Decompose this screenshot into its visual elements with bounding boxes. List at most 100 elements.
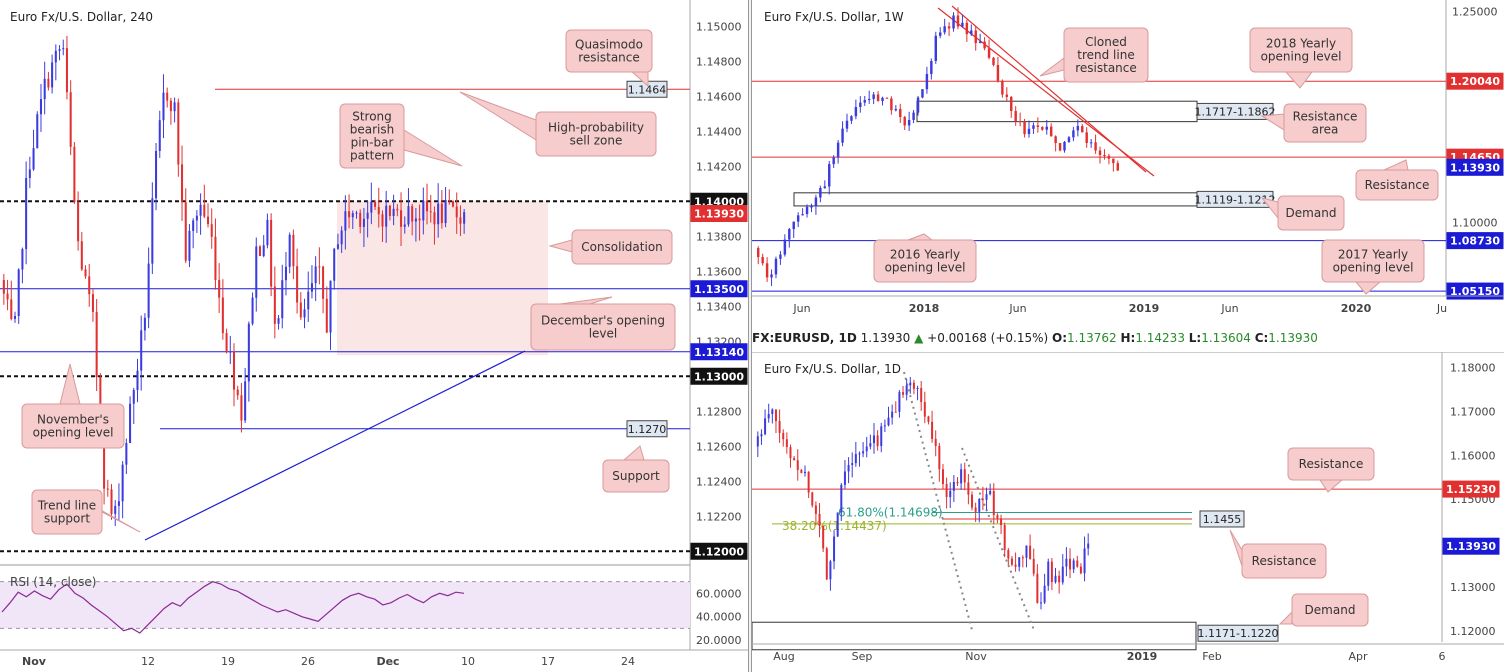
callout-cloned-trend-text: resistance	[1075, 61, 1137, 75]
price-axis-bg	[690, 0, 748, 672]
callout-2017-level-text: 2017 Yearly	[1338, 248, 1408, 262]
daily-candle	[1014, 564, 1017, 567]
x-tick-label: 17	[541, 655, 555, 668]
h4-candle	[188, 230, 191, 261]
x-tick-label: Dec	[376, 655, 399, 668]
h4-candle	[169, 100, 172, 112]
level-label-bg	[690, 367, 748, 385]
callout-demand-text: Demand	[1305, 603, 1356, 617]
weekly-candle	[863, 100, 866, 103]
callout-consolidation-text: Consolidation	[581, 240, 663, 254]
daily-candle	[902, 392, 905, 395]
h4-candle	[39, 99, 42, 115]
callout-2017-level-pointer	[1354, 281, 1382, 295]
callout-quasimodo-text: Quasimodo	[575, 38, 643, 52]
h4-candle	[155, 150, 158, 199]
h4-candle	[147, 263, 150, 318]
h4-candle	[281, 280, 284, 319]
callout-cloned-trend-box	[1063, 27, 1149, 83]
daily-candle	[985, 494, 988, 500]
daily-candle	[862, 451, 865, 454]
daily-candle	[927, 416, 930, 422]
zone-label-bg	[1196, 190, 1274, 208]
weekly-candle	[956, 15, 960, 27]
daily-candle	[905, 385, 908, 395]
callout-pin-bar-box	[339, 103, 405, 169]
callout-trend-line-box	[31, 489, 103, 535]
up-triangle-icon: ▲	[914, 331, 924, 345]
h4-candle	[54, 50, 57, 63]
weekly-candle	[792, 221, 795, 230]
h4-candle	[91, 294, 94, 312]
h4-candle	[2, 280, 5, 294]
h4-candle	[322, 266, 325, 299]
weekly-candle	[992, 57, 995, 65]
h4-candle	[199, 204, 202, 216]
ohlc-high: 1.14233	[1135, 331, 1185, 345]
weekly-candle	[925, 73, 929, 90]
daily-candle	[807, 471, 810, 493]
y-tick-label: 1.13600	[696, 265, 742, 278]
daily-candle	[1079, 566, 1082, 574]
weekly-candle	[770, 274, 773, 278]
daily-candle	[771, 409, 774, 414]
h4-candle	[325, 298, 328, 333]
weekly-candle	[903, 116, 906, 126]
x-tick-label: 2019	[1129, 302, 1160, 315]
chart-4h-title: Euro Fx/U.S. Dollar, 240	[10, 10, 153, 24]
daily-candle	[858, 453, 861, 455]
daily-candle	[756, 436, 759, 447]
h4-candle	[340, 230, 343, 245]
weekly-candle	[1112, 158, 1115, 164]
h4-candle	[374, 201, 377, 207]
callout-resistance-pointer	[1229, 529, 1243, 567]
weekly-candle	[974, 30, 977, 44]
callout-resistance-top-pointer	[1319, 479, 1344, 493]
weekly-candle	[1067, 137, 1071, 142]
daily-candle	[945, 483, 948, 498]
h4-candle	[418, 218, 421, 221]
callout-consolidation-box	[571, 229, 673, 265]
callout-demand-pointer	[1260, 197, 1279, 220]
x-tick-label: Jun	[1008, 302, 1026, 315]
fib-382-label: 38.20%(1.14437)	[782, 519, 887, 533]
chart-daily-svg[interactable]: 1.180001.170001.160001.150001.130001.120…	[752, 352, 1504, 672]
ohlc-close: 1.13930	[1268, 331, 1318, 345]
daily-candle	[782, 432, 785, 440]
daily-candle	[1000, 518, 1003, 526]
level-label: 1.05150	[1450, 285, 1500, 298]
daily-candle	[974, 507, 977, 512]
callout-support-box	[602, 459, 670, 493]
level-label: 1.13140	[694, 346, 744, 359]
callout-2016-level-pointer	[907, 233, 934, 241]
chart-4h-panel: 1.15000 1.14800 1.14600 1.14400 1.14200 1.138…	[0, 0, 748, 672]
level-label: 1.15230	[1446, 483, 1496, 496]
ohlc-open: 1.13762	[1067, 331, 1117, 345]
weekly-candle	[1085, 132, 1088, 143]
callout-december-text: December's opening	[541, 314, 665, 328]
callout-december-box	[530, 303, 676, 351]
chart-weekly-svg[interactable]: 1.25000 1.10000 1.1717-1.1862 1.1119-1.1212…	[752, 0, 1504, 324]
chart-4h-svg[interactable]: 1.15000 1.14800 1.14600 1.14400 1.14200 1.138…	[0, 0, 748, 672]
daily-candle	[1021, 557, 1024, 559]
zone-label: 1.1717-1.1862	[1195, 105, 1276, 118]
weekly-candle	[947, 26, 951, 29]
daily-candle	[909, 382, 912, 386]
daily-candle	[1047, 561, 1050, 586]
daily-candle	[1003, 525, 1006, 551]
h4-candle	[437, 203, 440, 225]
h4-candle	[255, 246, 258, 298]
h4-candle	[348, 211, 351, 218]
daily-candle	[760, 434, 763, 437]
h4-candle	[21, 249, 24, 270]
h4-candle	[80, 241, 83, 270]
daily-candle	[833, 536, 836, 562]
y-tick-label: 1.15000	[696, 20, 742, 33]
daily-candle	[814, 505, 817, 514]
x-tick-label: Nov	[965, 650, 987, 663]
weekly-candle	[1032, 125, 1035, 129]
h4-candle	[351, 213, 354, 218]
